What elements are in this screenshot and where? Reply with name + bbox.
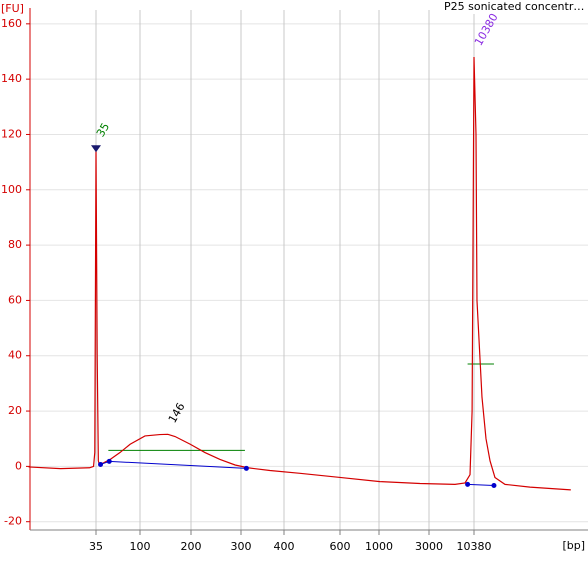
baseline-point [98, 461, 104, 467]
x-tick-label: 400 [274, 540, 295, 553]
x-tick-label: 600 [330, 540, 351, 553]
y-tick-label: 80 [8, 238, 22, 251]
baseline-point [465, 481, 471, 487]
y-tick-label: 0 [15, 459, 22, 472]
y-tick-label: 100 [1, 183, 22, 196]
y-tick-label: 40 [8, 349, 22, 362]
baseline-point [243, 465, 249, 471]
y-tick-label: 140 [1, 72, 22, 85]
y-tick-label: 20 [8, 404, 22, 417]
y-tick-label: -20 [4, 515, 22, 528]
x-tick-label: 10380 [457, 540, 492, 553]
peak-label: 35 [94, 121, 112, 140]
trace [28, 57, 571, 491]
x-axis-label: [bp] [562, 539, 585, 552]
chart-title: P25 sonicated concentr… [444, 0, 584, 13]
y-tick-label: 120 [1, 127, 22, 140]
y-tick-label: 160 [1, 17, 22, 30]
x-tick-label: 100 [130, 540, 151, 553]
x-tick-label: 1000 [365, 540, 393, 553]
baseline [467, 483, 494, 486]
x-tick-label: 3000 [415, 540, 443, 553]
peak-marker [91, 145, 101, 153]
x-tick-label: 35 [89, 540, 103, 553]
y-axis-label: [FU] [1, 2, 24, 15]
y-tick-label: 60 [8, 293, 22, 306]
baseline-point [491, 482, 497, 488]
x-tick-label: 200 [181, 540, 202, 553]
title-box [440, 0, 588, 14]
x-tick-label: 300 [231, 540, 252, 553]
baseline-point [106, 458, 112, 464]
